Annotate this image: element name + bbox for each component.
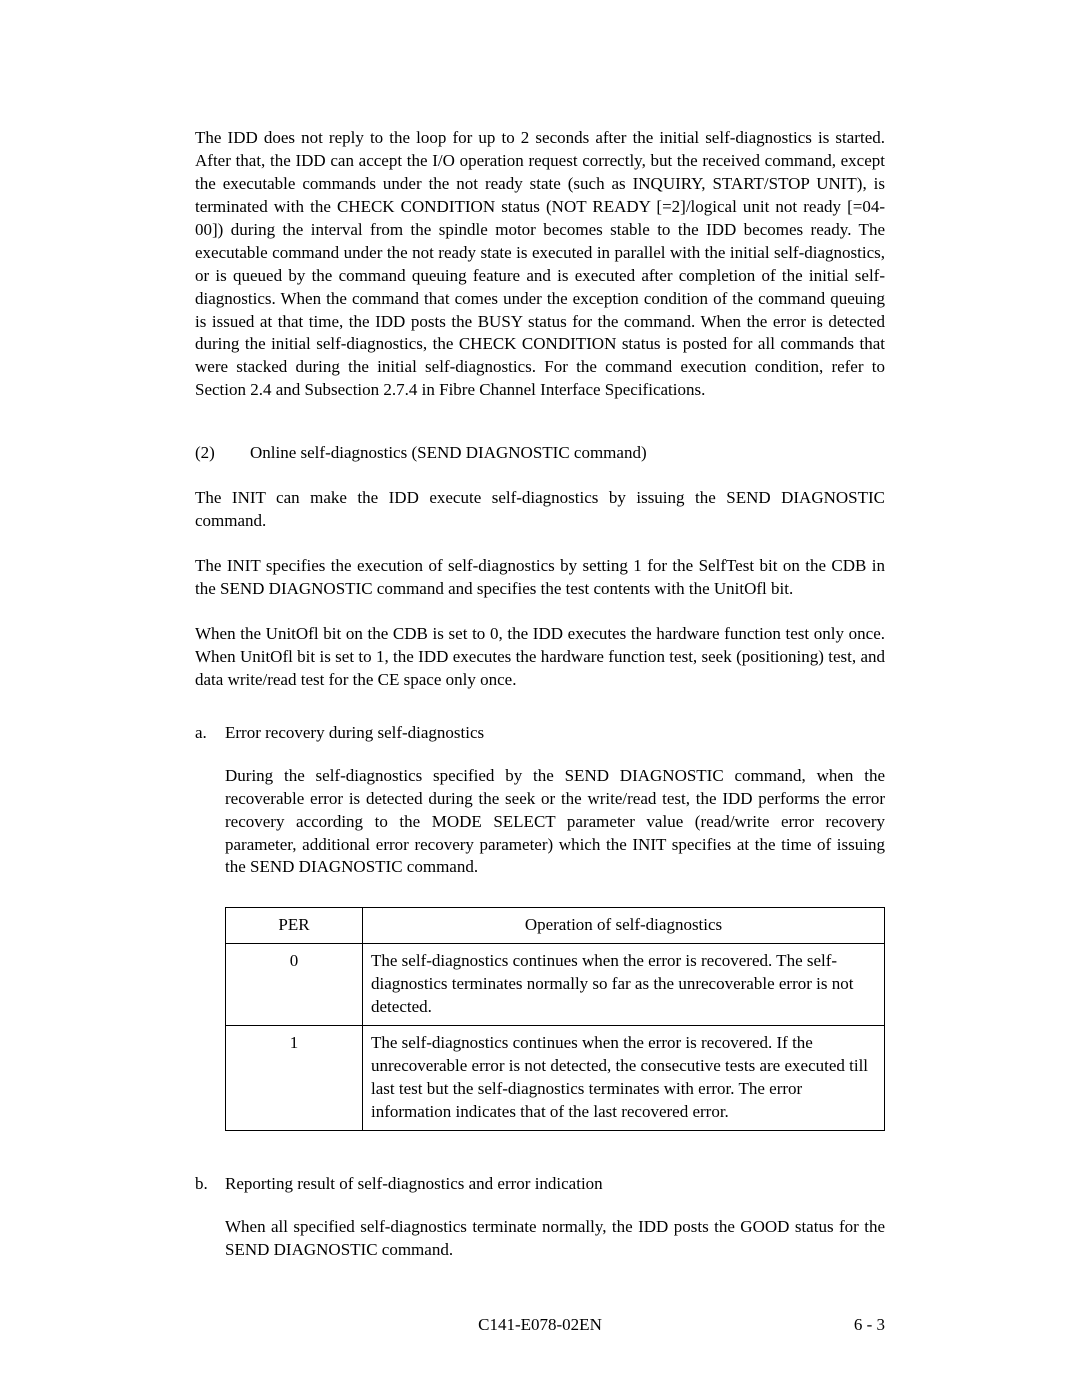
paragraph-top: The IDD does not reply to the loop for u… [195,127,885,402]
sub-item-a-row: a. Error recovery during self-diagnostic… [195,722,885,745]
table-header-per: PER [226,908,363,944]
per-table-wrap: PER Operation of self-diagnostics 0 The … [225,907,885,1131]
footer-center: C141-E078-02EN [195,1314,885,1337]
sub-item-a-letter: a. [195,722,225,745]
sub-item-b-row: b. Reporting result of self-diagnostics … [195,1173,885,1196]
section2-p2: The INIT specifies the execution of self… [195,555,885,601]
per-table: PER Operation of self-diagnostics 0 The … [225,907,885,1131]
table-cell-per: 0 [226,944,363,1026]
section-heading-row: (2) Online self-diagnostics (SEND DIAGNO… [195,442,885,465]
section2-p3: When the UnitOfl bit on the CDB is set t… [195,623,885,692]
sub-item-b-letter: b. [195,1173,225,1196]
page-footer: C141-E078-02EN 6 - 3 [195,1314,885,1337]
table-row: 0 The self-diagnostics continues when th… [226,944,885,1026]
section-heading: Online self-diagnostics (SEND DIAGNOSTIC… [250,442,885,465]
table-cell-per: 1 [226,1026,363,1131]
document-page: The IDD does not reply to the loop for u… [0,0,1080,1397]
section2-p1: The INIT can make the IDD execute self-d… [195,487,885,533]
sub-item-a-title: Error recovery during self-diagnostics [225,722,885,745]
table-cell-op: The self-diagnostics continues when the … [363,1026,885,1131]
table-cell-op: The self-diagnostics continues when the … [363,944,885,1026]
sub-item-b-p1: When all specified self-diagnostics term… [225,1216,885,1262]
table-header-op: Operation of self-diagnostics [363,908,885,944]
table-row: 1 The self-diagnostics continues when th… [226,1026,885,1131]
table-header-row: PER Operation of self-diagnostics [226,908,885,944]
section-number: (2) [195,442,250,465]
sub-item-b-title: Reporting result of self-diagnostics and… [225,1173,885,1196]
sub-item-a-p1: During the self-diagnostics specified by… [225,765,885,880]
